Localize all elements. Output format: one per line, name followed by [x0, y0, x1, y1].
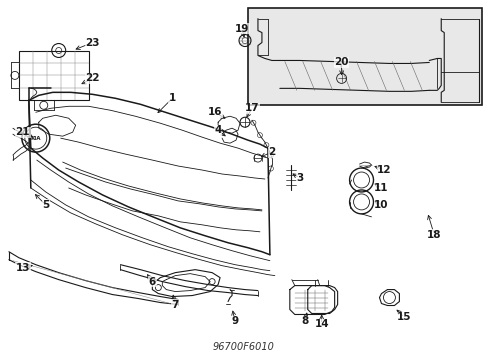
Text: 15: 15	[396, 312, 411, 323]
Text: 20: 20	[334, 58, 348, 67]
Text: 5: 5	[42, 200, 49, 210]
Text: 11: 11	[373, 183, 388, 193]
Text: 17: 17	[244, 103, 259, 113]
Text: 14: 14	[314, 319, 328, 329]
Text: 12: 12	[376, 165, 391, 175]
Text: 3: 3	[296, 173, 303, 183]
Text: 2: 2	[268, 147, 275, 157]
Text: 7: 7	[171, 300, 179, 310]
Text: 21: 21	[16, 127, 30, 137]
Text: KIA: KIA	[30, 136, 41, 141]
FancyBboxPatch shape	[247, 8, 481, 105]
Text: 96700F6010: 96700F6010	[213, 342, 274, 352]
Text: 22: 22	[85, 73, 100, 84]
Text: 19: 19	[234, 24, 249, 33]
Text: 8: 8	[301, 316, 308, 327]
Text: 16: 16	[207, 107, 222, 117]
Text: 13: 13	[16, 263, 30, 273]
Text: 23: 23	[85, 37, 100, 48]
FancyBboxPatch shape	[19, 50, 88, 100]
Text: 1: 1	[168, 93, 176, 103]
Text: 4: 4	[214, 125, 222, 135]
Text: 10: 10	[373, 200, 388, 210]
Text: 9: 9	[231, 316, 238, 327]
Text: 18: 18	[426, 230, 441, 240]
Text: 6: 6	[148, 276, 156, 287]
